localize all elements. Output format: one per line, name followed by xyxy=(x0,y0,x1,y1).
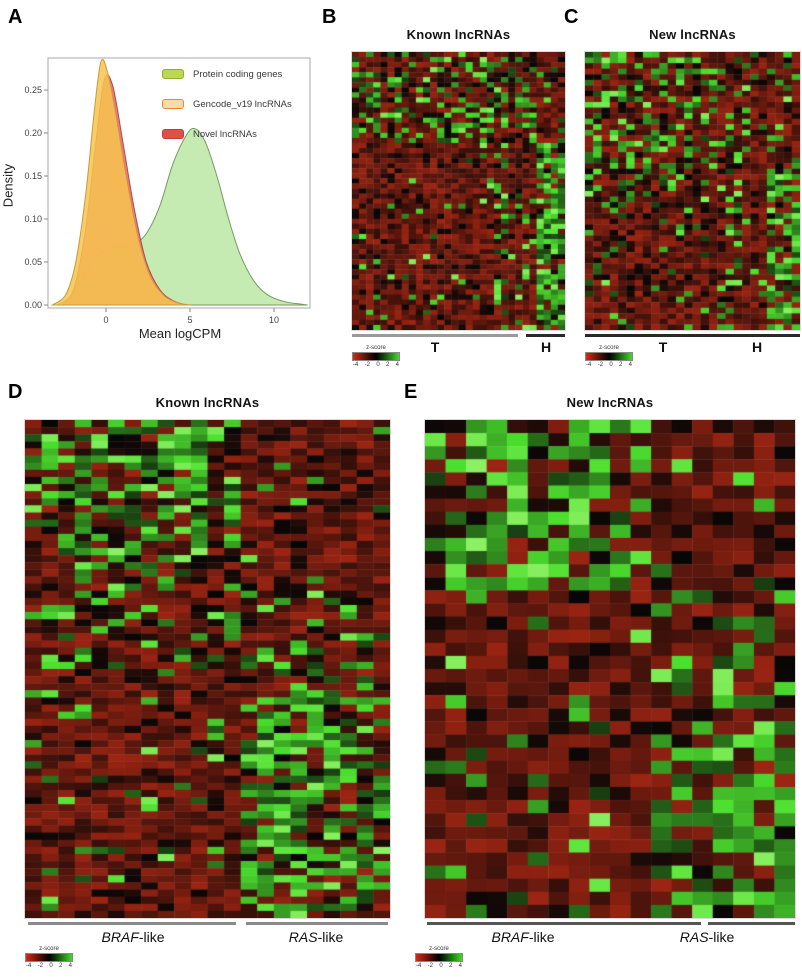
legend-label-2: Novel lncRNAs xyxy=(193,128,257,140)
panel-e-title: New lncRNAs xyxy=(566,395,654,410)
svg-text:0.05: 0.05 xyxy=(24,257,42,267)
panel-e-track-braf xyxy=(427,922,701,925)
svg-text:5: 5 xyxy=(187,315,192,325)
panel-c-group-label-t: T xyxy=(658,339,668,355)
legend-swatch-0 xyxy=(162,69,184,79)
svg-text:0: 0 xyxy=(103,315,108,325)
color-key-tick: 4 xyxy=(458,963,462,969)
panel-c-track xyxy=(585,334,800,337)
color-key-tick: -4 xyxy=(353,362,359,368)
svg-text:0.25: 0.25 xyxy=(24,85,42,95)
panel-d-group-label-braf: BRAF-like xyxy=(73,929,193,945)
density-legend: Protein coding genes Gencode_v19 lncRNAs… xyxy=(162,68,292,158)
legend-item-protein-coding: Protein coding genes xyxy=(162,68,292,80)
panel-e-group-label-braf: BRAF-like xyxy=(463,929,583,945)
color-key-label: z-score xyxy=(366,345,386,351)
color-key-tick: 0 xyxy=(439,963,443,969)
panel-b-group-label-t: T xyxy=(430,339,440,355)
legend-swatch-1 xyxy=(162,99,184,109)
legend-label-1: Gencode_v19 lncRNAs xyxy=(193,98,292,110)
density-y-axis-label: Density xyxy=(0,163,16,208)
panel-b-track-t xyxy=(352,334,518,337)
panel-d-track-braf xyxy=(28,922,236,925)
gene-suffix: -like xyxy=(138,929,165,945)
panel-e-letter: E xyxy=(404,381,418,403)
color-key-tick: -4 xyxy=(416,963,422,969)
color-key-tick: 2 xyxy=(618,362,623,368)
color-key-tick: -2 xyxy=(427,963,433,969)
color-key-tick: -2 xyxy=(37,963,43,969)
gene-symbol-ras: RAS xyxy=(288,929,318,945)
panel-d-color-key: z-score -4 -2 0 2 4 xyxy=(25,946,73,970)
panel-b-title: Known lncRNAs xyxy=(406,27,511,42)
svg-text:0.10: 0.10 xyxy=(24,214,42,224)
density-plot: 0.00 0.05 0.10 0.15 0.20 0.25 0 5 10 xyxy=(24,57,311,325)
heatmap-new-lncrnas-braf-ras xyxy=(424,419,796,919)
color-key-gradient xyxy=(25,953,73,962)
legend-item-gencode-lncrnas: Gencode_v19 lncRNAs xyxy=(162,98,292,110)
heatmap-new-lncrnas-th xyxy=(584,51,801,331)
panel-e-group-label-ras: RAS-like xyxy=(647,929,767,945)
panel-c-color-key: z-score -4 -2 0 2 4 xyxy=(585,345,633,369)
svg-text:0.00: 0.00 xyxy=(24,300,42,310)
panel-b-track-h xyxy=(526,334,565,337)
panel-d-track-ras xyxy=(246,922,388,925)
color-key-tick: 0 xyxy=(49,963,53,969)
color-key-tick: 2 xyxy=(448,963,453,969)
panel-b-group-label-h: H xyxy=(540,339,552,355)
color-key-label: z-score xyxy=(39,946,59,952)
color-key-tick: 4 xyxy=(68,963,72,969)
color-key-tick: -2 xyxy=(597,362,603,368)
color-key-tick: 4 xyxy=(395,362,399,368)
color-key-tick: 2 xyxy=(385,362,390,368)
svg-text:0.20: 0.20 xyxy=(24,128,42,138)
color-key-ticks: -4 -2 0 2 4 xyxy=(415,962,463,970)
color-key-ticks: -4 -2 0 2 4 xyxy=(585,361,633,369)
color-key-tick: 2 xyxy=(58,963,63,969)
gene-symbol-braf: BRAF xyxy=(101,929,139,945)
density-plot-frame xyxy=(47,57,311,309)
panel-e-color-key: z-score -4 -2 0 2 4 xyxy=(415,946,463,970)
panel-c-letter: C xyxy=(564,6,579,28)
legend-swatch-2 xyxy=(162,129,184,139)
panel-d-letter: D xyxy=(8,381,23,403)
gene-suffix: -like xyxy=(528,929,555,945)
color-key-tick: -4 xyxy=(26,963,32,969)
svg-text:10: 10 xyxy=(269,315,279,325)
color-key-tick: -2 xyxy=(364,362,370,368)
panel-b-letter: B xyxy=(322,6,337,28)
panel-c-title: New lncRNAs xyxy=(649,27,736,42)
panel-e-track-ras xyxy=(708,922,795,925)
svg-text:0.15: 0.15 xyxy=(24,171,42,181)
color-key-gradient xyxy=(415,953,463,962)
color-key-label: z-score xyxy=(429,946,449,952)
color-key-tick: -4 xyxy=(586,362,592,368)
color-key-tick: 4 xyxy=(628,362,632,368)
color-key-gradient xyxy=(352,352,400,361)
gene-suffix: -like xyxy=(317,929,344,945)
panel-d-group-label-ras: RAS-like xyxy=(256,929,376,945)
color-key-gradient xyxy=(585,352,633,361)
color-key-tick: 0 xyxy=(609,362,613,368)
panel-c-group-label-h: H xyxy=(751,339,763,355)
color-key-ticks: -4 -2 0 2 4 xyxy=(25,962,73,970)
panel-b-color-key: z-score -4 -2 0 2 4 xyxy=(352,345,400,369)
heatmap-known-lncrnas-braf-ras xyxy=(24,419,391,919)
panel-a-letter: A xyxy=(8,6,23,28)
gene-suffix: -like xyxy=(708,929,735,945)
heatmap-known-lncrnas-th xyxy=(351,51,566,331)
color-key-ticks: -4 -2 0 2 4 xyxy=(352,361,400,369)
color-key-label: z-score xyxy=(599,345,619,351)
legend-item-novel-lncrnas: Novel lncRNAs xyxy=(162,128,292,140)
gene-symbol-braf: BRAF xyxy=(491,929,529,945)
gene-symbol-ras: RAS xyxy=(679,929,709,945)
density-x-axis-label: Mean logCPM xyxy=(138,326,222,341)
panel-d-title: Known lncRNAs xyxy=(155,395,260,410)
color-key-tick: 0 xyxy=(376,362,380,368)
legend-label-0: Protein coding genes xyxy=(193,68,283,80)
